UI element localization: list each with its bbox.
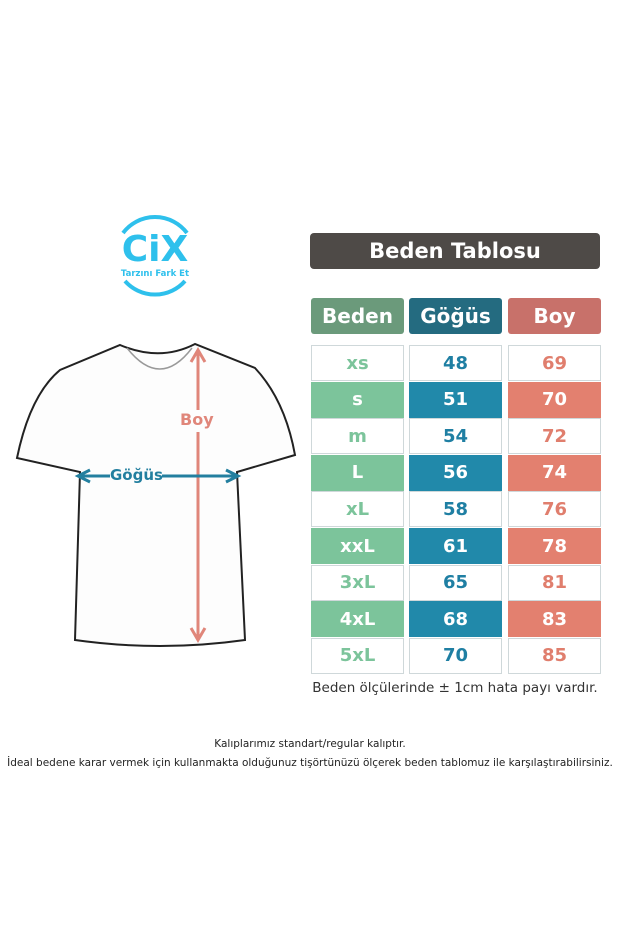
header-chest: Göğüs: [409, 298, 502, 334]
header-size: Beden: [311, 298, 404, 334]
table-cell-chest: 48: [409, 345, 502, 381]
table-cell-chest: 61: [409, 528, 502, 564]
table-cell-length: 72: [508, 418, 601, 455]
table-cell-length: 81: [508, 564, 601, 601]
footer-line-1: Kalıplarımız standart/regular kalıptır.: [214, 738, 406, 750]
svg-text:Tarzını Fark Et: Tarzını Fark Et: [121, 269, 189, 279]
brand-logo: CiX Tarzını Fark Et: [121, 215, 189, 297]
table-cell-length: 85: [508, 637, 601, 674]
table-cell-size: xL: [311, 491, 404, 528]
table-cell-length: 74: [508, 454, 601, 491]
header-length: Boy: [508, 298, 601, 334]
table-cell-size: 4xL: [311, 601, 404, 638]
table-cell-chest: 68: [409, 601, 502, 638]
table-cell-size: 5xL: [311, 637, 404, 674]
table-cell-length: 76: [508, 491, 601, 528]
table-cell-length: 78: [508, 528, 601, 564]
tolerance-note: Beden ölçülerinde ± 1cm hata payı vardır…: [312, 680, 598, 696]
table-cell-chest: 58: [409, 491, 502, 528]
table-cell-length: 70: [508, 381, 601, 418]
table-cell-chest: 54: [409, 418, 502, 455]
table-cell-size: s: [311, 381, 404, 418]
length-label: Boy: [180, 410, 214, 429]
table-cell-chest: 70: [409, 637, 502, 674]
table-cell-size: L: [311, 454, 404, 491]
table-title: Beden Tablosu: [310, 233, 600, 269]
tshirt-diagram: [15, 342, 297, 647]
svg-text:CiX: CiX: [122, 229, 189, 270]
table-cell-chest: 51: [409, 381, 502, 418]
chest-label: Göğüs: [110, 466, 163, 484]
table-cell-size: 3xL: [311, 564, 404, 601]
table-cell-size: xs: [311, 345, 404, 381]
table-cell-length: 83: [508, 601, 601, 638]
table-cell-chest: 65: [409, 564, 502, 601]
table-cell-length: 69: [508, 345, 601, 381]
footer-line-2: İdeal bedene karar vermek için kullanmak…: [7, 757, 613, 769]
table-cell-chest: 56: [409, 454, 502, 491]
table-cell-size: m: [311, 418, 404, 455]
table-cell-size: xxL: [311, 528, 404, 564]
